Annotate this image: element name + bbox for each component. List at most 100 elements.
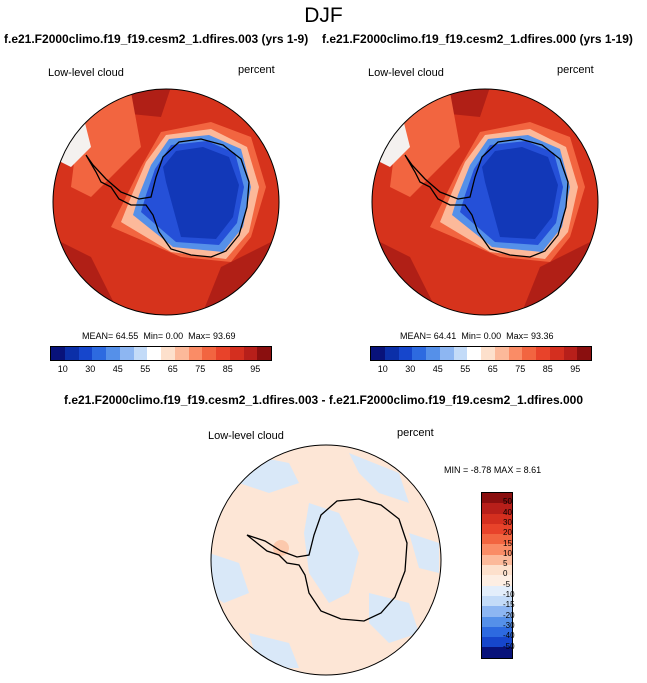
min-value: 0.00: [165, 331, 184, 341]
colorbar-swatch: [563, 347, 578, 360]
colorbar-swatch: [482, 493, 512, 504]
colorbar-swatch: [482, 503, 512, 514]
colorbar-swatch: [482, 534, 512, 545]
colorbar-tick-label: 15: [503, 538, 512, 548]
colorbar-swatch: [229, 347, 244, 360]
colorbar-swatch: [482, 647, 512, 658]
colorbar-swatch: [549, 347, 564, 360]
colorbar-swatch: [508, 347, 523, 360]
colorbar-tick-label: -20: [503, 610, 515, 620]
colorbar-swatch: [439, 347, 454, 360]
panel-left-units-label: percent: [238, 64, 275, 76]
colorbar-tick-label: -5: [503, 579, 511, 589]
colorbar-tick-label: 40: [503, 507, 512, 517]
colorbar-tick-label: 30: [85, 364, 96, 374]
colorbar-swatch: [482, 585, 512, 596]
min-value: 0.00: [483, 331, 502, 341]
max-label: MAX =: [493, 465, 522, 475]
colorbar-swatch: [92, 347, 106, 360]
colorbar-swatch: [481, 347, 495, 360]
colorbar-tick-label: 55: [460, 364, 471, 374]
colorbar-swatch: [482, 575, 512, 586]
colorbar-swatch: [202, 347, 216, 360]
panel-left-polar-map: [52, 88, 280, 316]
max-value: 8.61: [523, 465, 542, 475]
colorbar-tick-label: 85: [222, 364, 233, 374]
colorbar-tick-label: 0: [503, 569, 508, 579]
colorbar-swatch: [482, 595, 512, 607]
colorbar-swatch: [536, 347, 550, 360]
colorbar-swatch: [482, 523, 512, 535]
panel-left-stats: MEAN= 64.55 Min= 0.00 Max= 93.69: [82, 331, 235, 341]
max-label: Max=: [188, 331, 211, 341]
colorbar-swatch: [494, 347, 509, 360]
colorbar-tick-label: 95: [250, 364, 261, 374]
colorbar-tick-label: 30: [405, 364, 416, 374]
diff-colorbar: [481, 492, 513, 659]
colorbar-tick-label: -15: [503, 600, 515, 610]
diff-colorbar-ticks: 50 40 30 20 15 10 5 0 -5 -10 -15 -20 -30 -40 -50: [503, 492, 533, 662]
colorbar-swatch: [482, 554, 512, 566]
colorbar-swatch: [371, 347, 385, 360]
difference-title: f.e21.F2000climo.f19_f19.cesm2_1.dfires.…: [64, 393, 583, 407]
panel-right-polar-map: [371, 88, 599, 316]
colorbar-swatch: [482, 606, 512, 617]
colorbar-swatch: [51, 347, 65, 360]
panel-left-colorbar: [50, 346, 272, 361]
colorbar-swatch: [482, 565, 512, 576]
colorbar-swatch: [64, 347, 79, 360]
colorbar-tick-label: 85: [542, 364, 553, 374]
colorbar-swatch: [482, 513, 512, 524]
panel-left-variable-label: Low-level cloud: [48, 67, 124, 79]
mean-value: 64.41: [433, 331, 457, 341]
colorbar-swatch: [257, 347, 271, 360]
colorbar-swatch: [147, 347, 161, 360]
colorbar-tick-label: 10: [377, 364, 388, 374]
min-label: Min=: [143, 331, 164, 341]
diff-polar-map: [210, 444, 442, 676]
colorbar-swatch: [522, 347, 536, 360]
colorbar-swatch: [482, 637, 512, 648]
colorbar-swatch: [216, 347, 230, 360]
panel-right-case-title: f.e21.F2000climo.f19_f19.cesm2_1.dfires.…: [322, 32, 633, 46]
colorbar-swatch: [188, 347, 203, 360]
colorbar-swatch: [482, 626, 512, 638]
colorbar-tick-label: 45: [432, 364, 443, 374]
colorbar-tick-label: 95: [570, 364, 581, 374]
max-value: 93.69: [212, 331, 236, 341]
colorbar-swatch: [453, 347, 468, 360]
colorbar-swatch: [467, 347, 481, 360]
colorbar-swatch: [133, 347, 148, 360]
panel-right-units-label: percent: [557, 64, 594, 76]
colorbar-tick-label: -10: [503, 590, 515, 599]
colorbar-swatch: [426, 347, 440, 360]
colorbar-tick-label: 5: [503, 559, 508, 569]
min-label: Min=: [461, 331, 482, 341]
colorbar-tick-label: 65: [487, 364, 498, 374]
diff-units-label: percent: [397, 427, 434, 439]
diff-variable-label: Low-level cloud: [208, 430, 284, 442]
panel-right-variable-label: Low-level cloud: [368, 67, 444, 79]
colorbar-tick-label: 10: [503, 548, 512, 558]
mean-value: 64.55: [115, 331, 139, 341]
colorbar-tick-label: 20: [503, 528, 512, 538]
max-value: 93.36: [530, 331, 554, 341]
colorbar-tick-label: 10: [57, 364, 68, 374]
page-title: DJF: [304, 4, 343, 27]
colorbar-swatch: [174, 347, 189, 360]
colorbar-tick-label: 55: [140, 364, 151, 374]
colorbar-swatch: [243, 347, 258, 360]
colorbar-swatch: [482, 544, 512, 555]
colorbar-swatch: [384, 347, 399, 360]
colorbar-swatch: [78, 347, 93, 360]
colorbar-tick-label: 75: [515, 364, 526, 374]
min-value: -8.78: [470, 465, 492, 475]
panel-left-case-title: f.e21.F2000climo.f19_f19.cesm2_1.dfires.…: [4, 32, 309, 46]
panel-right-colorbar: [370, 346, 592, 361]
colorbar-tick-label: 50: [503, 497, 512, 507]
colorbar-swatch: [398, 347, 413, 360]
colorbar-tick-label: 75: [195, 364, 206, 374]
mean-label: MEAN=: [82, 331, 114, 341]
colorbar-tick-label: -30: [503, 620, 515, 630]
panel-right-stats: MEAN= 64.41 Min= 0.00 Max= 93.36: [400, 331, 553, 341]
